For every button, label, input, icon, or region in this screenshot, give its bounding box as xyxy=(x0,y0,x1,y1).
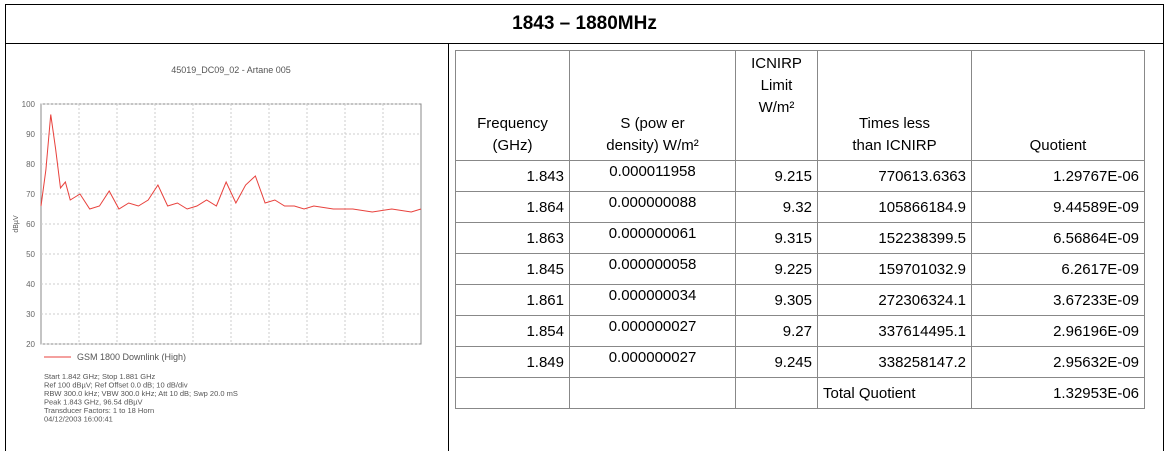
note: Transducer Factors: 1 to 18 Horn xyxy=(44,406,154,415)
table-cell: 272306324.1 xyxy=(817,284,972,316)
note: RBW 300.0 kHz; VBW 300.0 kHz; Att 10 dB;… xyxy=(44,389,238,398)
table-cell: 1.854 xyxy=(455,315,570,347)
chart-title: 45019_DC09_02 - Artane 005 xyxy=(171,65,291,75)
table-cell: 0.000000088 xyxy=(569,191,736,223)
data-row: 1.863 0.000000061 9.315 152238399.5 6.56864E… xyxy=(455,222,1145,254)
title: 1843 – 1880MHz xyxy=(6,5,1163,44)
chart-cell: 45019_DC09_02 - Artane 005 dBµV 20 30 40 50 60… xyxy=(6,43,449,451)
header-cell: Quotient xyxy=(971,50,1145,161)
table-cell: 1.29767E-06 xyxy=(971,160,1145,192)
header-cell: S (pow er density) W/m² xyxy=(569,50,736,161)
table-cell: 9.32 xyxy=(735,191,818,223)
y-tick-label: 90 xyxy=(26,130,35,139)
note: Peak 1.843 GHz, 96.54 dBµV xyxy=(44,398,143,407)
y-tick-label: 60 xyxy=(26,220,35,229)
total-label: Total Quotient xyxy=(817,377,972,409)
table-cell: 9.215 xyxy=(735,160,818,192)
y-tick-label: 30 xyxy=(26,310,35,319)
table-cell: 338258147.2 xyxy=(817,346,972,378)
trace xyxy=(40,114,422,213)
y-tick-label: 20 xyxy=(26,340,35,349)
table-cell: 1.864 xyxy=(455,191,570,223)
table-cell: 337614495.1 xyxy=(817,315,972,347)
data-row: 1.849 0.000000027 9.245 338258147.2 2.95632E… xyxy=(455,346,1145,378)
note: Ref 100 dBµV; Ref Offset 0.0 dB; 10 dB/d… xyxy=(44,381,188,390)
header-line: Limit xyxy=(760,77,793,94)
spectrum-chart: 45019_DC09_02 - Artane 005 dBµV 20 30 40 50 60… xyxy=(13,65,422,424)
table-cell: 9.315 xyxy=(735,222,818,254)
data-row: 1.845 0.000000058 9.225 159701032.9 6.2617E-… xyxy=(455,253,1145,285)
total-row: Total Quotient 1.32953E-06 xyxy=(455,377,1145,409)
table-cell: 0.000000058 xyxy=(569,253,736,285)
table-cell: 9.27 xyxy=(735,315,818,347)
header-row: Frequency (GHz) S (pow er density) W/m² ICNI… xyxy=(455,50,1145,161)
header-cell: ICNIRP Limit W/m² xyxy=(735,50,818,161)
y-tick-label: 50 xyxy=(26,250,35,259)
table-cell: 105866184.9 xyxy=(817,191,972,223)
table-cell: 9.225 xyxy=(735,253,818,285)
table-cell: 2.95632E-09 xyxy=(971,346,1145,378)
table-cell: 1.845 xyxy=(455,253,570,285)
header-cell: Frequency (GHz) xyxy=(455,50,570,161)
legend-label: GSM 1800 Downlink (High) xyxy=(77,352,186,362)
note: 04/12/2003 16:00:41 xyxy=(44,415,113,424)
table-cell: 1.863 xyxy=(455,222,570,254)
total-value: 1.32953E-06 xyxy=(971,377,1145,409)
data-row: 1.843 0.000011958 9.215 770613.6363 1.29767E… xyxy=(455,160,1145,192)
table-cell: 6.56864E-09 xyxy=(971,222,1145,254)
empty-cell xyxy=(455,377,570,409)
table-cell: 0.000011958 xyxy=(569,160,736,192)
document-frame: 1843 – 1880MHz 45019_DC09_02 - Artane 00… xyxy=(5,4,1164,451)
y-tick-label: 40 xyxy=(26,280,35,289)
empty-cell xyxy=(569,377,736,409)
note: Start 1.842 GHz; Stop 1.881 GHz xyxy=(44,372,156,381)
table-cell: 2.96196E-09 xyxy=(971,315,1145,347)
y-axis-label: dBµV xyxy=(13,215,20,233)
header-line: Times less xyxy=(858,115,931,132)
table-cell: 9.44589E-09 xyxy=(971,191,1145,223)
table-cell: 0.000000061 xyxy=(569,222,736,254)
table-cell: 0.000000027 xyxy=(569,315,736,347)
y-tick-label: 100 xyxy=(22,100,36,109)
header-line: Quotient xyxy=(1029,137,1087,154)
table-cell: 1.861 xyxy=(455,284,570,316)
table-cell: 9.305 xyxy=(735,284,818,316)
y-tick-label: 70 xyxy=(26,190,35,199)
header-line: S (pow er xyxy=(620,115,685,132)
table-cell: 0.000000027 xyxy=(569,346,736,378)
table-cell: 9.245 xyxy=(735,346,818,378)
table-cell: 152238399.5 xyxy=(817,222,972,254)
data-row: 1.864 0.000000088 9.32 105866184.9 9.44589E-… xyxy=(455,191,1145,223)
table-cell: 1.843 xyxy=(455,160,570,192)
data-row: 1.861 0.000000034 9.305 272306324.1 3.67233E… xyxy=(455,284,1145,316)
data-table: Frequency (GHz) S (pow er density) W/m² ICNI… xyxy=(455,50,1145,409)
table-cell: 3.67233E-09 xyxy=(971,284,1145,316)
header-line: W/m² xyxy=(758,99,795,116)
header-line: (GHz) xyxy=(492,137,533,154)
header-cell: Times less than ICNIRP xyxy=(817,50,972,161)
table-cell: 770613.6363 xyxy=(817,160,972,192)
table-cell: 159701032.9 xyxy=(817,253,972,285)
table-cell: 6.2617E-09 xyxy=(971,253,1145,285)
header-line: Frequency xyxy=(477,115,548,132)
data-row: 1.854 0.000000027 9.27 337614495.1 2.96196E-… xyxy=(455,315,1145,347)
header-line: than ICNIRP xyxy=(852,137,937,154)
table-cell: 1.849 xyxy=(455,346,570,378)
header-line: density) W/m² xyxy=(606,137,699,154)
y-tick-label: 80 xyxy=(26,160,35,169)
header-line: ICNIRP xyxy=(751,55,802,72)
empty-cell xyxy=(735,377,818,409)
table-cell: 0.000000034 xyxy=(569,284,736,316)
